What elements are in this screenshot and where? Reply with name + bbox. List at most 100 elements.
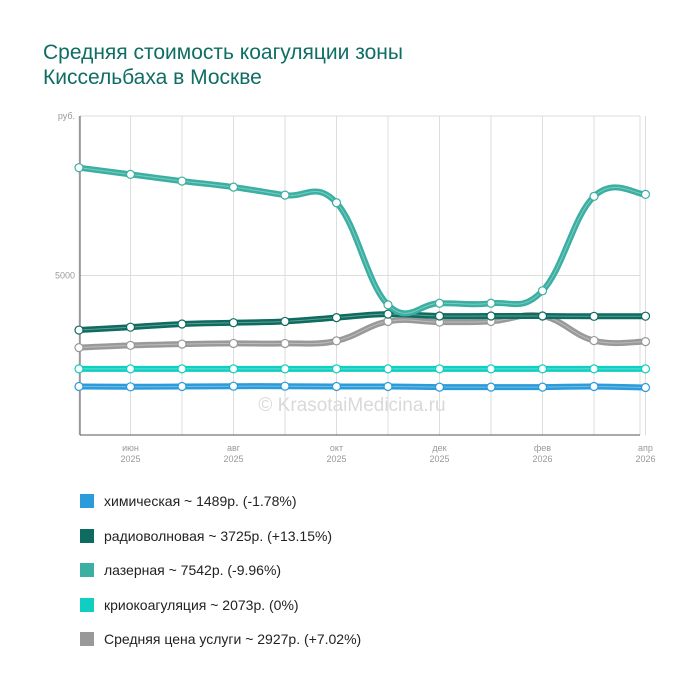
data-point[interactable]: [177, 339, 187, 349]
legend-label: лазерная ~ 7542р. (-9.96%): [104, 562, 282, 579]
data-point[interactable]: [280, 190, 290, 200]
data-point[interactable]: [74, 364, 84, 374]
data-point[interactable]: [383, 381, 393, 392]
data-point[interactable]: [589, 191, 599, 201]
data-point[interactable]: [486, 364, 496, 374]
data-point[interactable]: [331, 198, 342, 208]
data-point[interactable]: [331, 336, 342, 346]
x-tick-label-month: фев: [534, 443, 551, 453]
data-point[interactable]: [228, 381, 239, 391]
data-point[interactable]: [486, 382, 496, 392]
series-line: [76, 311, 649, 334]
x-tick-label-year: 2025: [120, 454, 140, 464]
data-point[interactable]: [537, 311, 548, 321]
x-tick-label-month: апр: [638, 443, 653, 453]
data-point[interactable]: [74, 381, 84, 392]
series-1: [74, 309, 651, 335]
legend-swatch: [80, 494, 94, 509]
data-point[interactable]: [589, 381, 599, 392]
data-point[interactable]: [383, 300, 393, 310]
data-point[interactable]: [640, 382, 651, 393]
data-point[interactable]: [640, 189, 651, 200]
x-tick-label-month: окт: [330, 443, 343, 453]
data-point[interactable]: [125, 382, 136, 392]
legend-item[interactable]: химическая ~ 1489р. (-1.78%): [80, 484, 640, 519]
chart-title: Средняя стоимость коагуляции зоны Киссел…: [43, 40, 643, 90]
legend-swatch: [80, 632, 94, 647]
watermark: © KrasotaiMedicina.ru: [258, 395, 445, 416]
y-axis-label: руб.: [58, 111, 75, 121]
data-point[interactable]: [228, 182, 239, 192]
series-line: [76, 383, 649, 391]
legend-swatch: [80, 597, 94, 612]
data-point[interactable]: [74, 325, 84, 335]
chart-title-line-2: Киссельбаха в Москве: [43, 66, 262, 89]
data-point[interactable]: [589, 364, 599, 374]
data-point[interactable]: [383, 309, 393, 319]
x-tick-label-year: 2026: [635, 454, 655, 464]
data-point[interactable]: [434, 298, 445, 308]
legend-swatch: [80, 528, 94, 543]
data-point[interactable]: [177, 364, 187, 374]
data-point[interactable]: [434, 311, 445, 321]
series-0: [74, 381, 651, 393]
data-point[interactable]: [383, 364, 393, 374]
legend-label: радиоволновая ~ 3725р. (+13.15%): [104, 527, 333, 544]
x-tick-label-year: 2026: [532, 454, 552, 464]
data-point[interactable]: [486, 311, 496, 321]
legend-swatch: [80, 563, 94, 578]
line-chart: © KrasotaiMedicina.ru руб.5000июн2025авг…: [55, 111, 656, 464]
legend-label: химическая ~ 1489р. (-1.78%): [104, 493, 297, 510]
chart-tick-labels: руб.5000июн2025авг2025окт2025дек2025фев2…: [55, 111, 656, 464]
data-point[interactable]: [280, 364, 290, 374]
x-tick-label-year: 2025: [326, 454, 346, 464]
chart-grid: [78, 115, 646, 435]
legend-item[interactable]: радиоволновая ~ 3725р. (+13.15%): [80, 519, 640, 554]
data-point[interactable]: [434, 364, 445, 374]
chart-series: [74, 163, 651, 393]
data-point[interactable]: [589, 311, 599, 321]
data-point[interactable]: [74, 163, 84, 173]
legend-label: криокоагуляция ~ 2073р. (0%): [104, 596, 299, 613]
series-3: [74, 364, 651, 374]
data-point[interactable]: [177, 319, 187, 329]
chart-title-line-1: Средняя стоимость коагуляции зоны: [43, 41, 403, 64]
data-point[interactable]: [280, 381, 290, 391]
data-point[interactable]: [74, 342, 84, 353]
x-tick-label-month: авг: [227, 443, 241, 453]
data-point[interactable]: [331, 364, 342, 374]
data-point[interactable]: [486, 298, 496, 308]
data-point[interactable]: [434, 382, 445, 392]
chart-legend: химическая ~ 1489р. (-1.78%) радиоволнова…: [80, 484, 640, 657]
data-point[interactable]: [125, 364, 136, 374]
data-point[interactable]: [537, 382, 548, 392]
data-point[interactable]: [177, 381, 187, 392]
data-point[interactable]: [589, 335, 599, 346]
legend-item[interactable]: Средняя цена услуги ~ 2927р. (+7.02%): [80, 622, 640, 657]
data-point[interactable]: [125, 169, 136, 179]
data-point[interactable]: [537, 364, 548, 374]
data-point[interactable]: [640, 364, 651, 374]
data-point[interactable]: [228, 338, 239, 349]
data-point[interactable]: [640, 311, 651, 321]
x-tick-label-year: 2025: [429, 454, 449, 464]
data-point[interactable]: [177, 176, 187, 186]
data-point[interactable]: [125, 340, 136, 350]
data-point[interactable]: [537, 286, 548, 296]
data-point[interactable]: [331, 381, 342, 392]
data-point[interactable]: [280, 338, 290, 349]
data-point[interactable]: [228, 364, 239, 374]
legend-item[interactable]: криокоагуляция ~ 2073р. (0%): [80, 588, 640, 623]
x-tick-label-year: 2025: [223, 454, 243, 464]
series-line: [76, 164, 649, 317]
series-line-highlight: [78, 167, 646, 314]
data-point[interactable]: [640, 337, 651, 347]
data-point[interactable]: [331, 313, 342, 323]
data-point[interactable]: [280, 316, 290, 327]
x-tick-label-month: дек: [432, 443, 446, 453]
legend-item[interactable]: лазерная ~ 7542р. (-9.96%): [80, 553, 640, 588]
series-line-highlight: [78, 313, 646, 331]
data-point[interactable]: [125, 322, 136, 332]
x-tick-label-month: июн: [122, 443, 139, 453]
data-point[interactable]: [228, 318, 239, 328]
